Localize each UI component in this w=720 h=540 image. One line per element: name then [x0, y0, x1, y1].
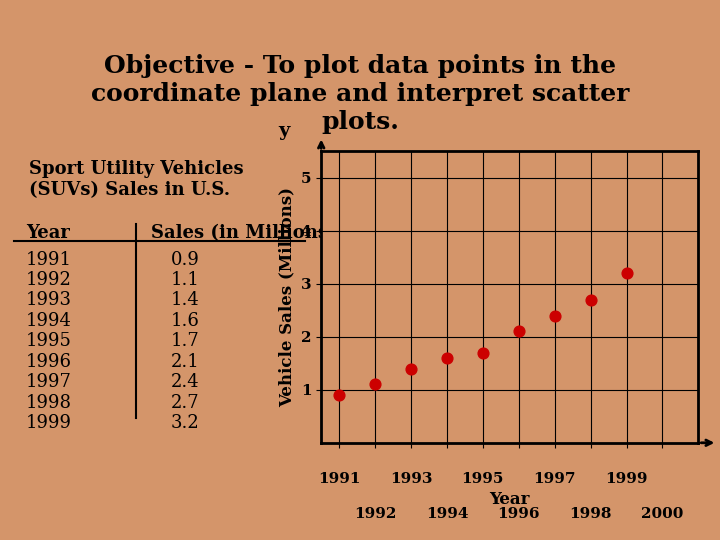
Text: Sport Utility Vehicles
(SUVs) Sales in U.S.: Sport Utility Vehicles (SUVs) Sales in U… [29, 160, 243, 199]
Point [477, 348, 489, 357]
Text: Year: Year [26, 224, 70, 242]
X-axis label: Year: Year [490, 491, 530, 509]
Text: 1998: 1998 [570, 507, 612, 521]
Text: 1999: 1999 [606, 472, 648, 486]
Text: 2.4: 2.4 [171, 373, 199, 391]
Text: 1991: 1991 [26, 251, 72, 268]
Text: 1995: 1995 [462, 472, 504, 486]
Text: 1.4: 1.4 [171, 292, 200, 309]
Text: 1999: 1999 [26, 414, 72, 432]
Text: 1992: 1992 [354, 507, 396, 521]
Text: 1993: 1993 [390, 472, 432, 486]
Text: 1997: 1997 [26, 373, 72, 391]
Text: 1994: 1994 [426, 507, 468, 521]
Text: 1991: 1991 [318, 472, 361, 486]
Text: 1.7: 1.7 [171, 332, 200, 350]
Text: y: y [278, 122, 289, 139]
Point [369, 380, 381, 389]
Point [549, 311, 560, 320]
Point [513, 327, 525, 336]
Text: 3.2: 3.2 [171, 414, 200, 432]
Text: 1997: 1997 [534, 472, 576, 486]
Text: 1996: 1996 [26, 353, 72, 370]
Text: 1996: 1996 [498, 507, 540, 521]
Text: Sales (in Millions): Sales (in Millions) [150, 224, 336, 242]
Text: 2000: 2000 [642, 507, 684, 521]
Text: 2.1: 2.1 [171, 353, 200, 370]
Point [405, 364, 417, 373]
Point [333, 391, 345, 400]
Text: 2.7: 2.7 [171, 394, 199, 411]
Point [621, 269, 632, 278]
Text: 0.9: 0.9 [171, 251, 200, 268]
Text: 1.1: 1.1 [171, 271, 200, 289]
Point [441, 354, 453, 362]
Y-axis label: Vehicle Sales (Millions): Vehicle Sales (Millions) [279, 187, 295, 407]
Text: 1992: 1992 [26, 271, 72, 289]
Text: 1994: 1994 [26, 312, 72, 330]
Text: 1995: 1995 [26, 332, 72, 350]
Text: Objective - To plot data points in the
coordinate plane and interpret scatter
pl: Objective - To plot data points in the c… [91, 54, 629, 133]
Point [585, 295, 596, 304]
Text: 1993: 1993 [26, 292, 72, 309]
Text: 1998: 1998 [26, 394, 72, 411]
Text: 1.6: 1.6 [171, 312, 200, 330]
